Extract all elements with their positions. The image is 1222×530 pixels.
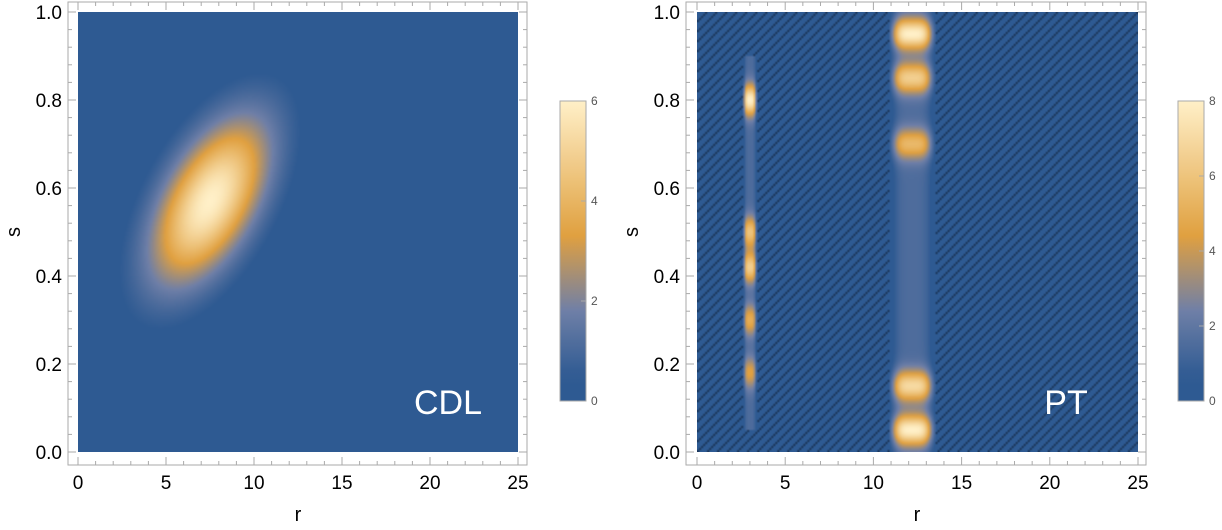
colorbar-right-ticks: 0 2 4 6 8 [1199, 94, 1216, 408]
annotation-left: CDL [414, 384, 482, 422]
y-axis-label-left: s [3, 227, 25, 237]
y-axis-label-right: s [621, 227, 643, 237]
colorbar-tick-label: 6 [1209, 169, 1216, 183]
x-tick-label: 25 [507, 473, 528, 494]
x-axis-label-right: r [914, 504, 921, 525]
x-tick-label: 25 [1127, 473, 1148, 494]
y-tick-label: 0.6 [36, 179, 62, 200]
panel-left: 0 5 10 15 20 25 0.0 0.2 0.4 0.6 0.8 1.0 CDL r s 0 2 4… [3, 1, 598, 526]
x-tick-label: 15 [951, 473, 972, 494]
colorbar-tick-label: 4 [591, 194, 598, 208]
x-tick-label: 10 [863, 473, 884, 494]
colorbar-tick-label: 2 [1209, 319, 1216, 333]
y-tick-label: 0.0 [654, 443, 680, 464]
colorbar-right: 0 2 4 6 8 [1177, 94, 1216, 408]
colorbar-left: 0 2 4 6 [559, 94, 598, 408]
x-tick-label: 5 [161, 473, 172, 494]
y-tick-label: 1.0 [36, 3, 62, 24]
y-tick-label: 0.2 [654, 355, 680, 376]
x-tick-label: 20 [419, 473, 440, 494]
colorbar-left-gradient [559, 100, 587, 402]
ticks-left: 0 5 10 15 20 25 0.0 0.2 0.4 0.6 0.8 1.0 [36, 2, 529, 494]
colorbar-tick-label: 8 [1209, 94, 1216, 108]
y-tick-label: 0.2 [36, 355, 62, 376]
x-tick-label: 10 [243, 473, 264, 494]
x-tick-label: 0 [692, 473, 703, 494]
y-tick-label: 0.0 [36, 443, 62, 464]
colorbar-left-ticks: 0 2 4 6 [581, 94, 598, 408]
x-tick-label: 20 [1039, 473, 1060, 494]
annotation-right: PT [1044, 384, 1087, 422]
colorbar-tick-label: 0 [1209, 394, 1216, 408]
y-tick-label: 0.4 [36, 267, 63, 288]
x-tick-label: 5 [780, 473, 791, 494]
heatmap-left [78, 12, 518, 452]
heatmap-right [697, 12, 1138, 452]
colorbar-tick-label: 0 [591, 394, 598, 408]
y-tick-label: 0.8 [36, 91, 62, 112]
panel-right: 0 5 10 15 20 25 0.0 0.2 0.4 0.6 0.8 1.0 PT r s 0 2 4 6… [621, 1, 1216, 526]
x-tick-label: 0 [73, 473, 84, 494]
y-tick-label: 0.4 [654, 267, 681, 288]
colorbar-tick-label: 6 [591, 94, 598, 108]
colorbar-tick-label: 2 [591, 294, 598, 308]
y-tick-label: 0.8 [654, 91, 680, 112]
colorbar-tick-label: 4 [1209, 244, 1216, 258]
y-tick-label: 1.0 [654, 3, 680, 24]
ticks-right: 0 5 10 15 20 25 0.0 0.2 0.4 0.6 0.8 1.0 [654, 2, 1149, 494]
x-tick-label: 15 [331, 473, 352, 494]
x-axis-label-left: r [295, 504, 302, 525]
y-tick-label: 0.6 [654, 179, 680, 200]
